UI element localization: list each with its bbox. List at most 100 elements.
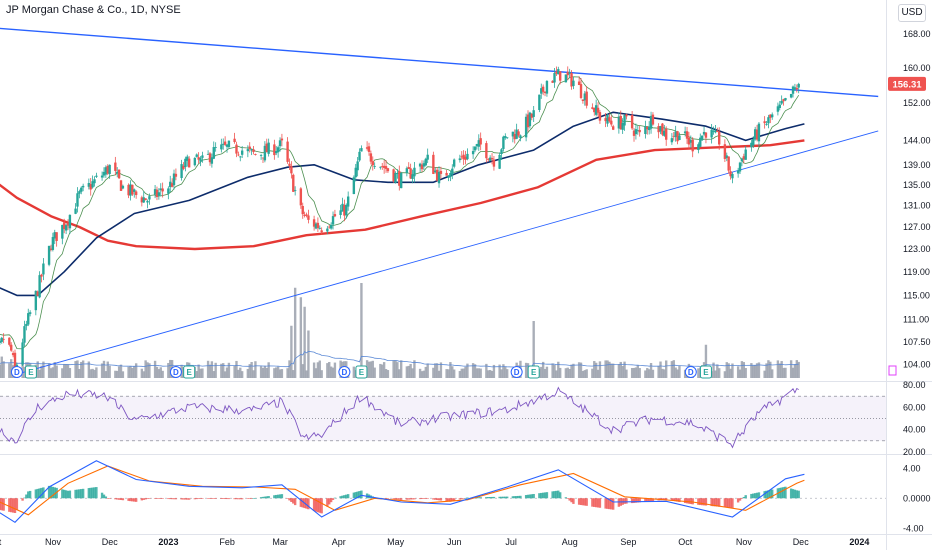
candle-body (102, 171, 106, 176)
candle-body (273, 144, 276, 156)
candle-body (89, 184, 92, 190)
macd-histogram-bar (15, 498, 19, 510)
macd-histogram-bar (299, 498, 303, 507)
volume-bar (369, 361, 373, 378)
candle (674, 125, 677, 142)
macd-histogram-bar (28, 490, 32, 499)
candle (51, 232, 55, 252)
candle-body (610, 120, 613, 125)
macd-histogram-bar (524, 495, 528, 499)
volume-bar (2, 361, 5, 378)
candle-body (411, 174, 414, 179)
macd-histogram-bar (286, 498, 289, 499)
candle (27, 308, 30, 327)
last-price-bg (888, 76, 926, 91)
macd-histogram-bar (74, 489, 77, 499)
macd-histogram-bar (466, 497, 469, 499)
candle-body (678, 135, 681, 141)
volume-bar (634, 367, 638, 378)
candle (424, 157, 427, 167)
candle-body (180, 164, 183, 178)
candle-body (301, 205, 304, 215)
candle-body (248, 146, 251, 149)
candle (25, 320, 28, 331)
candle-body (585, 91, 588, 106)
candle-body (133, 189, 136, 192)
volume-bar (422, 370, 426, 378)
macd-histogram-bar (360, 490, 363, 499)
candle-body (451, 168, 454, 175)
macd-histogram-bar (418, 498, 422, 500)
candle (369, 150, 373, 165)
ma50-line (0, 111, 805, 297)
candle-body (710, 129, 713, 138)
candle-body (290, 166, 293, 174)
candle-body (148, 196, 151, 200)
macd-histogram-bar (545, 492, 549, 499)
macd-histogram-bar (519, 495, 522, 499)
volume-bar (235, 360, 238, 378)
candle (780, 95, 783, 105)
earnings-label: E (359, 368, 365, 377)
candle-body (333, 214, 337, 217)
candle-body (477, 140, 480, 147)
volume-bar (778, 363, 781, 378)
candle (142, 191, 145, 203)
candle (299, 187, 303, 209)
macd-histogram-bar (577, 498, 581, 505)
candle-body (61, 224, 64, 239)
volume-bar (449, 362, 452, 378)
volume-bar (718, 368, 721, 378)
candle-body (307, 215, 310, 220)
macd-histogram-bar (604, 498, 607, 509)
volume-bar (557, 361, 560, 378)
volume-bar (133, 366, 136, 378)
candle (87, 178, 91, 190)
candle (458, 154, 462, 163)
candle (477, 134, 480, 151)
currency-button[interactable]: USD (898, 4, 926, 22)
candle (644, 120, 647, 139)
volume-bar (144, 360, 147, 378)
candle-body (280, 138, 284, 141)
volume-bar (8, 363, 11, 378)
candle-body (697, 144, 700, 151)
candle-body (326, 228, 329, 232)
dividend-label: D (14, 368, 20, 377)
candle-body (220, 144, 223, 150)
candle (273, 139, 276, 160)
candle (10, 342, 13, 352)
volume-bar (47, 363, 51, 378)
candle-body (36, 291, 39, 296)
candle-body (540, 88, 543, 94)
candle (326, 226, 329, 235)
candle (502, 135, 505, 152)
candle (354, 163, 357, 182)
candle (184, 156, 187, 172)
candle-body (464, 156, 467, 160)
candle (714, 124, 717, 134)
candle (61, 224, 64, 245)
macd-histogram-bar (498, 496, 501, 499)
macd-histogram-bar (273, 495, 276, 499)
volume-bar (116, 370, 119, 378)
macd-histogram-bar (687, 498, 691, 504)
macd-histogram-bar (793, 489, 797, 499)
candle (220, 138, 223, 153)
volume-bar (89, 369, 92, 378)
macd-histogram-bar (736, 498, 740, 503)
volume-bar (674, 367, 677, 378)
volume-bar (129, 366, 132, 378)
volume-bar (117, 366, 121, 378)
volume-bar (532, 321, 535, 378)
volume-bar (437, 370, 441, 378)
candle (345, 203, 348, 219)
candle-body (583, 93, 586, 101)
candle-body (407, 167, 410, 169)
volume-bar (148, 363, 151, 378)
macd-histogram-bar (91, 487, 94, 499)
candle-body (187, 158, 191, 168)
macd-line (0, 460, 805, 524)
macd-histogram-bar (475, 497, 479, 499)
